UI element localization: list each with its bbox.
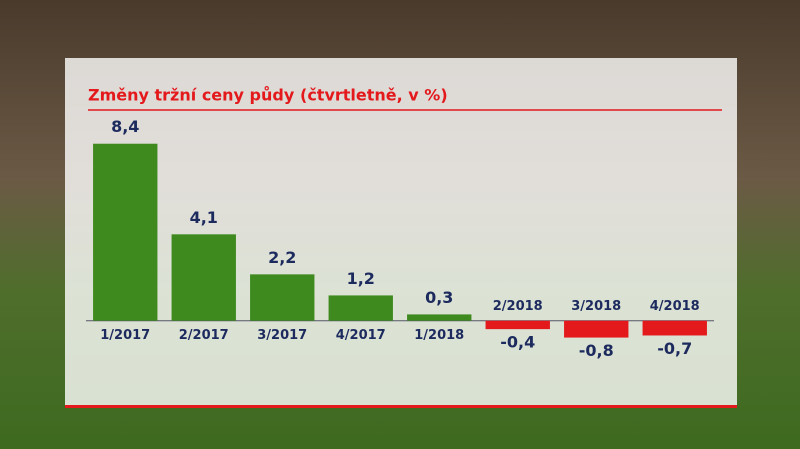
x-tick-label: 1/2017 — [100, 328, 150, 343]
value-label: -0,4 — [500, 333, 535, 352]
x-tick-label: 3/2017 — [257, 328, 307, 343]
value-label: 8,4 — [111, 117, 139, 136]
chart-title: Změny tržní ceny půdy — [88, 86, 295, 105]
bar — [485, 320, 550, 330]
x-tick-label: 4/2017 — [336, 328, 386, 343]
panel — [65, 58, 737, 407]
x-tick-label: 1/2018 — [414, 328, 464, 343]
x-tick-label: 2/2018 — [493, 299, 543, 314]
value-label: -0,8 — [579, 341, 614, 360]
chart-subtitle: (čtvrtletně, v %) — [300, 86, 448, 105]
bar — [93, 143, 158, 321]
bar — [407, 314, 472, 321]
bar — [171, 234, 236, 321]
x-tick-label: 4/2018 — [650, 299, 700, 314]
bar — [564, 320, 629, 338]
value-label: -0,7 — [657, 339, 692, 358]
value-label: 4,1 — [190, 208, 218, 227]
value-label: 0,3 — [425, 288, 453, 307]
bar — [250, 274, 315, 321]
value-label: 1,2 — [347, 269, 375, 288]
bar — [642, 320, 707, 336]
panel-border — [65, 405, 737, 408]
x-tick-label: 3/2018 — [571, 299, 621, 314]
value-label: 2,2 — [268, 248, 296, 267]
bar — [328, 295, 393, 321]
x-tick-label: 2/2017 — [179, 328, 229, 343]
